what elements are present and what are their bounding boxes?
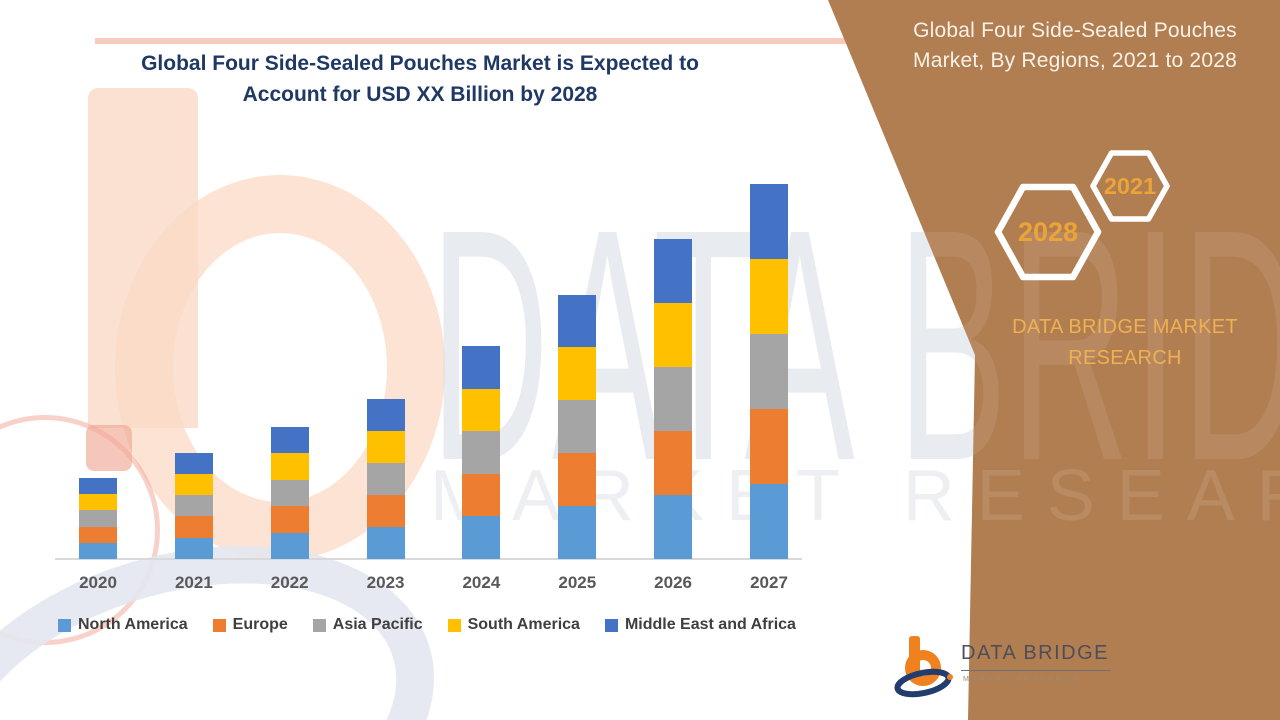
legend-marker — [312, 618, 326, 632]
bar-2025 — [558, 294, 597, 559]
bar-segment-middle-east-and-africa — [462, 346, 501, 389]
bar-segment-middle-east-and-africa — [750, 184, 788, 259]
legend-label: Asia Pacific — [332, 616, 423, 633]
legend-item-north-america: North America — [58, 616, 188, 634]
bar-segment-north-america — [750, 484, 788, 559]
x-axis-label-2020: 2020 — [79, 573, 117, 592]
bar-segment-asia-pacific — [558, 400, 597, 454]
bar-segment-europe — [174, 516, 213, 538]
chart-title-line1: Global Four Side-Sealed Pouches Market i… — [141, 52, 699, 75]
bar-segment-north-america — [174, 537, 213, 559]
bar-segment-asia-pacific — [462, 431, 501, 474]
bar-segment-asia-pacific — [366, 462, 405, 495]
bar-segment-south-america — [79, 494, 117, 511]
x-axis-line — [55, 558, 802, 560]
bar-segment-north-america — [366, 526, 405, 559]
x-axis-label-2026: 2026 — [654, 573, 692, 592]
chart-title: Global Four Side-Sealed Pouches Market i… — [65, 48, 775, 110]
bar-segment-middle-east-and-africa — [79, 478, 117, 495]
legend-item-south-america: South America — [447, 616, 580, 634]
bar-2026 — [654, 239, 693, 559]
bar-segment-asia-pacific — [750, 334, 788, 409]
bar-2021 — [174, 452, 213, 559]
legend-marker — [447, 618, 461, 632]
bar-segment-europe — [270, 506, 309, 533]
x-axis-label-2024: 2024 — [462, 573, 501, 592]
bar-segment-south-america — [174, 473, 213, 496]
legend-label: Europe — [232, 616, 288, 633]
legend-label: South America — [467, 616, 580, 633]
bar-segment-middle-east-and-africa — [654, 239, 693, 303]
legend-label: North America — [78, 616, 188, 633]
bar-segment-middle-east-and-africa — [558, 294, 597, 348]
bar-segment-south-america — [654, 303, 693, 367]
bar-segment-asia-pacific — [79, 510, 117, 527]
bar-segment-middle-east-and-africa — [366, 398, 405, 431]
logo-subtitle: MARKET RESEARCH — [963, 676, 1081, 683]
brand-heading: DATA BRIDGE MARKET RESEARCH — [1012, 316, 1238, 369]
data-bridge-logo: DATA BRIDGE MARKET RESEARCH — [893, 632, 1133, 712]
bar-segment-europe — [654, 431, 693, 495]
bar-segment-north-america — [654, 495, 693, 559]
hexagon-year-2021: 2021 — [1104, 173, 1156, 199]
chart-title-line2: Account for USD XX Billion by 2028 — [242, 83, 598, 106]
bar-2027 — [750, 184, 788, 559]
legend-label: Middle East and Africa — [624, 616, 796, 633]
panel-heading-line2: Market, By Regions, 2021 to 2028 — [913, 49, 1237, 72]
bar-segment-south-america — [750, 259, 788, 334]
bar-segment-middle-east-and-africa — [270, 427, 309, 454]
logo-title: DATA BRIDGE — [961, 642, 1110, 664]
legend-marker — [212, 618, 226, 632]
legend-item-asia-pacific: Asia Pacific — [312, 616, 423, 634]
legend-item-middle-east-and-africa: Middle East and Africa — [604, 616, 796, 634]
bar-segment-north-america — [558, 506, 597, 559]
x-axis-label-2025: 2025 — [558, 573, 597, 592]
bar-segment-europe — [750, 409, 788, 484]
data-bridge-logo-icon — [894, 636, 953, 698]
bar-segment-south-america — [558, 347, 597, 401]
year-hexagons: 2021 2028 — [994, 150, 1170, 281]
panel-heading: Global Four Side-Sealed Pouches Market, … — [880, 16, 1270, 76]
bar-segment-asia-pacific — [174, 495, 213, 517]
hexagon-2028-outline — [994, 183, 1102, 281]
logo-underline — [961, 670, 1111, 671]
legend-marker — [58, 618, 71, 632]
plot-area — [55, 170, 802, 560]
x-axis-label-2022: 2022 — [270, 573, 309, 592]
bar-segment-north-america — [79, 542, 117, 559]
decorative-top-strip — [95, 38, 857, 44]
bar-segment-south-america — [462, 388, 501, 432]
bar-2023 — [366, 398, 405, 559]
bar-segment-middle-east-and-africa — [174, 452, 213, 474]
bar-segment-south-america — [366, 430, 405, 463]
bar-segment-europe — [462, 473, 501, 517]
bar-segment-south-america — [270, 453, 309, 480]
hexagon-2021-outline — [1090, 150, 1170, 222]
bar-segment-asia-pacific — [270, 479, 309, 507]
bar-segment-north-america — [462, 516, 501, 559]
bar-segment-europe — [558, 453, 597, 507]
bar-2022 — [270, 427, 309, 559]
bar-segment-europe — [79, 526, 117, 543]
bar-segment-north-america — [270, 532, 309, 559]
bar-segment-europe — [366, 494, 405, 527]
x-axis-label-2027: 2027 — [750, 573, 788, 592]
bar-2020 — [79, 478, 117, 559]
legend-marker — [604, 618, 618, 632]
chart-legend: North America Europe Asia Pacific South Ame… — [58, 616, 858, 634]
x-axis-label-2023: 2023 — [366, 573, 405, 592]
x-axis-label-2021: 2021 — [174, 573, 213, 592]
bar-segment-asia-pacific — [654, 367, 693, 431]
hexagon-year-2028: 2028 — [1018, 217, 1078, 247]
panel-heading-line1: Global Four Side-Sealed Pouches — [913, 19, 1237, 42]
bar-2024 — [462, 346, 501, 559]
legend-item-europe: Europe — [212, 616, 288, 634]
x-axis-labels: 2020 2021 2022 2023 2024 2025 2026 2027 — [60, 573, 802, 599]
